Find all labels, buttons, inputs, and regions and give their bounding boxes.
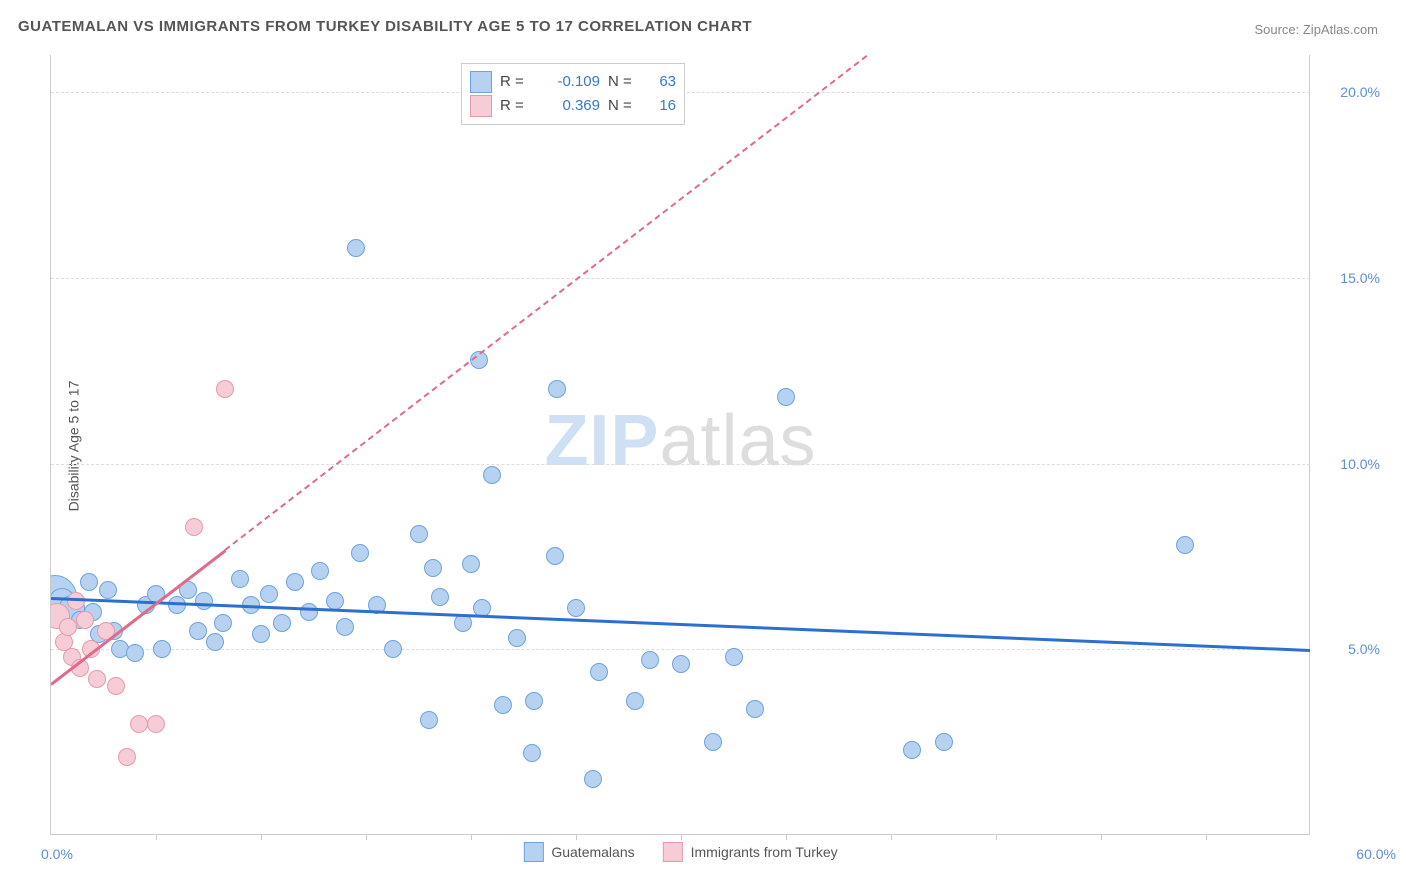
x-min-label: 0.0%: [41, 846, 73, 862]
r-value-turkey: 0.369: [540, 94, 600, 118]
regression-line-guatemalans: [51, 597, 1310, 652]
swatch-turkey: [470, 95, 492, 117]
swatch-guatemalans: [470, 71, 492, 93]
series-legend: Guatemalans Immigrants from Turkey: [523, 842, 837, 862]
regression-legend: R = -0.109 N = 63 R = 0.369 N = 16: [461, 63, 685, 125]
source-label: Source: ZipAtlas.com: [1254, 22, 1378, 37]
legend-swatch-turkey: [663, 842, 683, 862]
xtick: [471, 834, 472, 840]
regression-row-turkey: R = 0.369 N = 16: [470, 94, 676, 118]
legend-label-turkey: Immigrants from Turkey: [691, 844, 838, 860]
xtick: [576, 834, 577, 840]
r-label: R =: [500, 70, 532, 94]
legend-item-guatemalans: Guatemalans: [523, 842, 634, 862]
n-label: N =: [608, 94, 638, 118]
scatter-plot: ZIPatlas R = -0.109 N = 63 R = 0.369 N =…: [50, 55, 1310, 835]
r-value-guatemalans: -0.109: [540, 70, 600, 94]
chart-title: GUATEMALAN VS IMMIGRANTS FROM TURKEY DIS…: [18, 18, 752, 35]
xtick: [891, 834, 892, 840]
xtick: [1101, 834, 1102, 840]
n-value-guatemalans: 63: [646, 70, 676, 94]
xtick: [681, 834, 682, 840]
n-label: N =: [608, 70, 638, 94]
regression-row-guatemalans: R = -0.109 N = 63: [470, 70, 676, 94]
regression-line-turkey-dashed: [225, 55, 868, 551]
r-label: R =: [500, 94, 532, 118]
legend-label-guatemalans: Guatemalans: [551, 844, 634, 860]
legend-item-turkey: Immigrants from Turkey: [663, 842, 838, 862]
xtick: [1206, 834, 1207, 840]
x-max-label: 60.0%: [1326, 846, 1396, 862]
ytick-label: 10.0%: [1320, 456, 1380, 472]
xtick: [156, 834, 157, 840]
ytick-label: 5.0%: [1320, 641, 1380, 657]
ytick-label: 15.0%: [1320, 270, 1380, 286]
legend-swatch-guatemalans: [523, 842, 543, 862]
xtick: [261, 834, 262, 840]
n-value-turkey: 16: [646, 94, 676, 118]
ytick-label: 20.0%: [1320, 84, 1380, 100]
xtick: [996, 834, 997, 840]
xtick: [366, 834, 367, 840]
regression-line-turkey-solid: [51, 549, 226, 685]
xtick: [786, 834, 787, 840]
